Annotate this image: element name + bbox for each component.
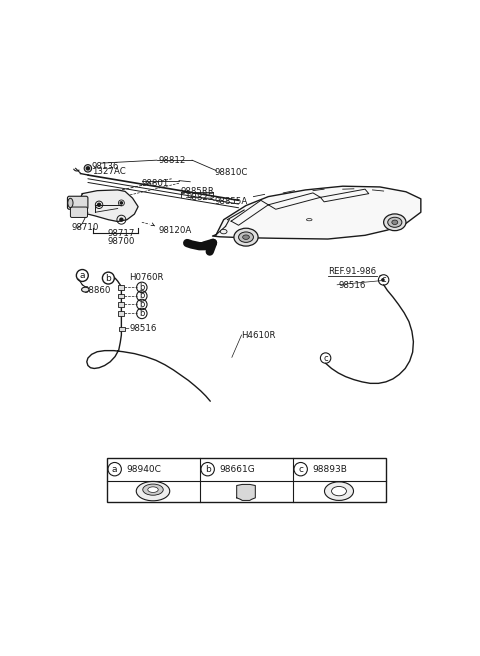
Text: 98710: 98710	[71, 223, 98, 232]
Bar	[119, 311, 124, 316]
Text: H4610R: H4610R	[241, 331, 276, 340]
Ellipse shape	[68, 198, 73, 207]
Ellipse shape	[306, 218, 312, 221]
Text: b: b	[139, 300, 144, 309]
Ellipse shape	[324, 482, 353, 501]
Text: 1327AC: 1327AC	[92, 167, 125, 176]
Circle shape	[97, 203, 100, 206]
Text: a: a	[80, 271, 85, 280]
Circle shape	[86, 167, 89, 170]
Text: 98940C: 98940C	[127, 464, 161, 474]
Circle shape	[84, 165, 92, 172]
Bar	[119, 294, 124, 298]
Text: a: a	[112, 464, 118, 474]
Text: b: b	[139, 291, 144, 300]
Text: c: c	[298, 464, 303, 474]
Circle shape	[382, 279, 384, 281]
Text: 98661G: 98661G	[219, 464, 255, 474]
Text: b: b	[139, 283, 144, 292]
Bar	[119, 285, 124, 289]
Ellipse shape	[136, 482, 170, 501]
Text: 98801: 98801	[142, 178, 169, 188]
Ellipse shape	[82, 287, 89, 292]
Ellipse shape	[384, 214, 406, 231]
Text: 98700: 98700	[108, 237, 135, 246]
FancyBboxPatch shape	[67, 196, 88, 209]
Ellipse shape	[332, 487, 347, 496]
Ellipse shape	[148, 487, 158, 493]
Text: H0760R: H0760R	[130, 273, 164, 282]
Text: 98136: 98136	[92, 162, 119, 171]
FancyArrowPatch shape	[151, 223, 155, 226]
Polygon shape	[237, 484, 255, 501]
FancyBboxPatch shape	[71, 207, 87, 217]
Text: 98860: 98860	[83, 286, 110, 295]
Text: c: c	[324, 354, 328, 363]
Text: b: b	[205, 464, 211, 474]
Circle shape	[120, 218, 123, 221]
FancyArrowPatch shape	[187, 243, 213, 251]
Ellipse shape	[220, 230, 227, 234]
Polygon shape	[213, 186, 421, 239]
Circle shape	[120, 202, 122, 204]
Text: b: b	[106, 274, 111, 283]
Text: REF.91-986: REF.91-986	[328, 267, 376, 276]
Text: 9885RR: 9885RR	[181, 187, 215, 196]
Bar	[119, 302, 124, 307]
Bar	[107, 458, 385, 502]
Text: 98120A: 98120A	[158, 226, 192, 236]
Text: 98516: 98516	[130, 324, 157, 333]
Ellipse shape	[239, 232, 253, 242]
Text: 98855A: 98855A	[215, 197, 248, 207]
Ellipse shape	[243, 235, 249, 239]
Ellipse shape	[234, 228, 258, 246]
Text: 98893B: 98893B	[312, 464, 348, 474]
Text: 98825: 98825	[186, 193, 214, 202]
Text: c: c	[381, 276, 386, 285]
Text: 98810C: 98810C	[215, 169, 248, 177]
Polygon shape	[79, 190, 138, 222]
Ellipse shape	[392, 220, 398, 224]
Bar	[119, 327, 125, 331]
Ellipse shape	[143, 484, 163, 495]
Text: 98516: 98516	[338, 281, 366, 290]
Text: b: b	[139, 309, 144, 318]
Text: 98717: 98717	[108, 229, 135, 238]
Ellipse shape	[388, 217, 402, 228]
Text: 98812: 98812	[158, 155, 186, 165]
